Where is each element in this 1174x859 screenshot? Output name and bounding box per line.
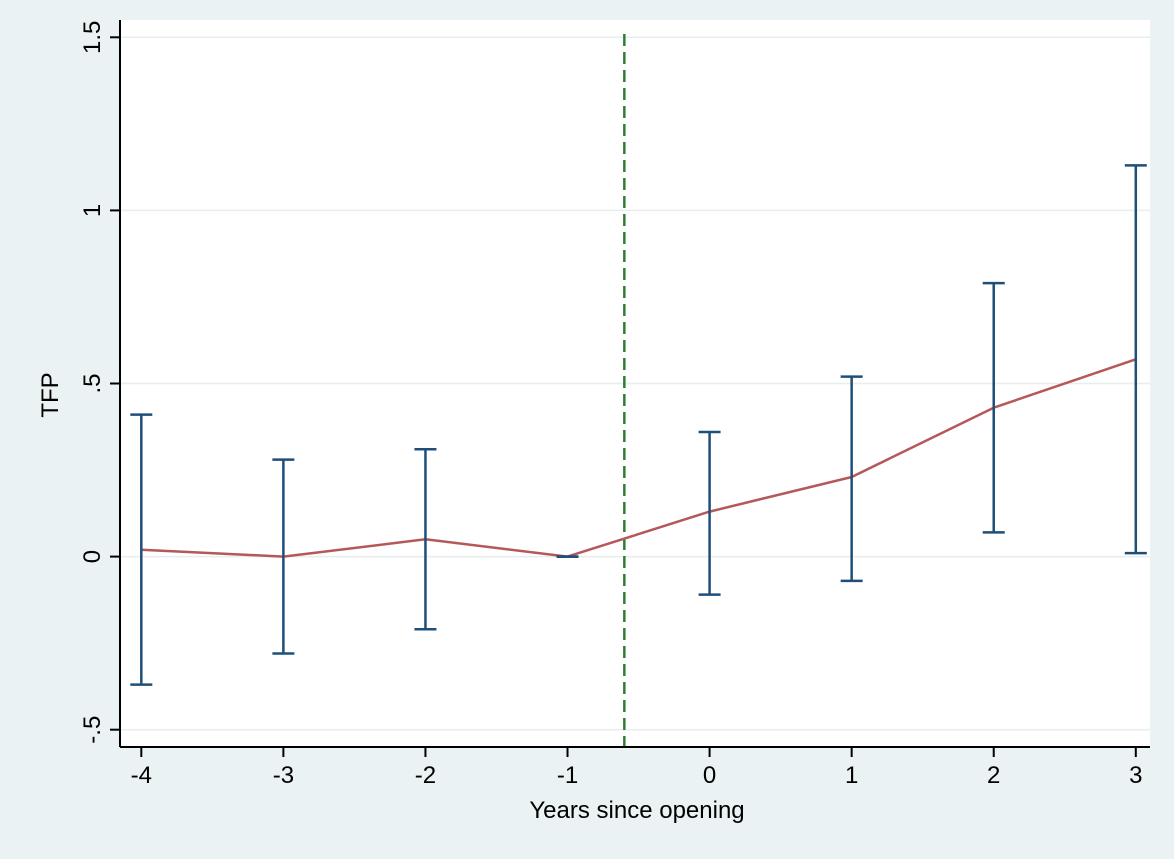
x-tick-label-1: -3 xyxy=(273,762,294,789)
y-tick-label-3: 1 xyxy=(79,204,106,217)
error-bar-7 xyxy=(1124,164,1147,555)
x-tick-label-0: -4 xyxy=(131,762,152,789)
error-bar-4 xyxy=(698,430,721,596)
error-bar-0 xyxy=(130,413,153,686)
y-tick-label-2: .5 xyxy=(79,373,106,393)
grid-layer xyxy=(120,36,1150,731)
x-tick-label-5: 1 xyxy=(845,762,858,789)
x-axis-title: Years since opening xyxy=(529,797,744,824)
x-tick-label-2: -2 xyxy=(415,762,436,789)
series-line-tfp xyxy=(141,358,1137,558)
y-tick-label-4: 1.5 xyxy=(79,21,106,54)
x-tick-label-7: 3 xyxy=(1129,762,1142,789)
error-bar-2 xyxy=(414,448,437,631)
error-bar-5 xyxy=(840,375,863,583)
y-axis-title: TFP xyxy=(37,372,64,417)
error-bar-1 xyxy=(272,458,295,655)
error-bar-6 xyxy=(982,281,1005,534)
y-tick-label-1: 0 xyxy=(79,550,106,563)
x-tick-label-3: -1 xyxy=(557,762,578,789)
x-tick-label-6: 2 xyxy=(987,762,1000,789)
series-layer xyxy=(141,358,1137,558)
y-tick-label-0: -.5 xyxy=(79,716,106,744)
x-tick-label-4: 0 xyxy=(703,762,716,789)
axis-layer: -.5 0 .5 1 1.5 -4 -3 -2 -1 0 1 2 3 xyxy=(79,20,1150,789)
errorbar-layer xyxy=(130,164,1147,686)
